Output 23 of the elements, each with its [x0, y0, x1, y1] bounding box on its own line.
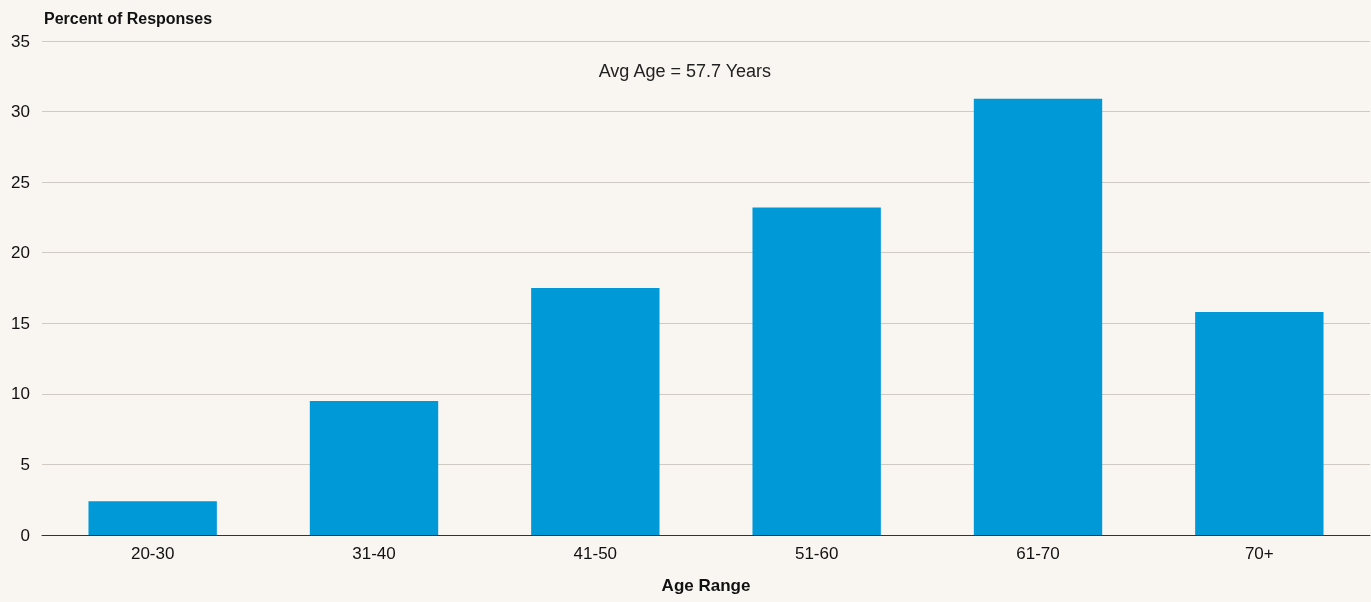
x-tick-label: 61-70 — [1016, 544, 1060, 563]
bar — [88, 501, 217, 535]
y-tick-label: 25 — [11, 172, 30, 192]
y-tick-label: 20 — [11, 243, 30, 263]
y-tick-label: 15 — [11, 313, 30, 333]
x-axis-title: Age Range — [661, 576, 751, 595]
x-tick-label: 31-40 — [352, 544, 396, 563]
bar — [1195, 311, 1324, 535]
bar — [752, 207, 881, 535]
x-tick-label: 20-30 — [130, 544, 175, 563]
y-tick-label: 35 — [11, 31, 30, 51]
x-tick-label: 70+ — [1244, 544, 1274, 563]
bar — [531, 288, 660, 535]
y-tick-label: 10 — [11, 384, 30, 404]
annotation: Avg Age = 57.7 Years — [598, 61, 772, 81]
y-tick-label: 30 — [11, 102, 30, 122]
x-tick-label: 51-60 — [794, 544, 839, 563]
x-tick-label: 41-50 — [573, 544, 618, 563]
y-tick-label: 5 — [20, 454, 30, 474]
bar — [309, 400, 439, 535]
bar — [973, 98, 1103, 535]
y-tick-label: 0 — [20, 525, 30, 545]
y-axis-title: Percent of Responses — [44, 9, 213, 27]
